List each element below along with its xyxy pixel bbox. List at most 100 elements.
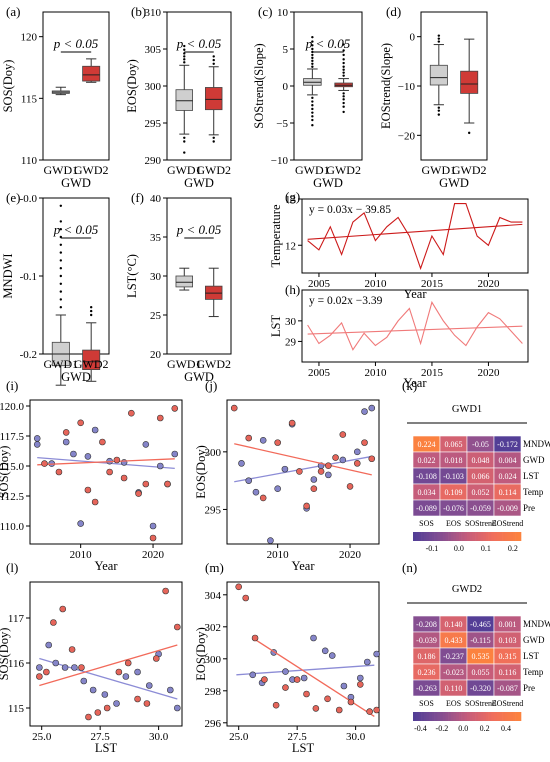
colorbar-segment — [450, 532, 454, 541]
significance-label: p < 0.05 — [305, 36, 351, 51]
panel-label: (i) — [6, 378, 18, 393]
y-axis-label: SOS(Doy) — [0, 446, 11, 499]
outlier-point — [311, 65, 314, 68]
y-axis-label: EOStrend(Slope) — [379, 43, 393, 129]
outlier-point — [311, 44, 314, 47]
heatmap-cell-label: 0.140 — [445, 620, 463, 629]
x-tick-label: GWD2 — [196, 357, 231, 371]
heatmap-cell-label: 0.065 — [445, 440, 463, 449]
panel-label: (n) — [402, 560, 417, 575]
x-tick-label: 27.5 — [91, 731, 111, 743]
heatmap-cell-label: -0.320 — [470, 684, 491, 693]
heatmap-cell-label: -0.115 — [470, 636, 490, 645]
heatmap-cell-label: 0.018 — [445, 456, 463, 465]
colorbar-segment — [445, 712, 449, 721]
scatter-point-blue — [325, 471, 332, 479]
scatter-point-red — [156, 414, 164, 422]
colorbar-segment — [448, 532, 452, 541]
colorbar-segment — [504, 712, 508, 721]
trend-line-red — [234, 443, 372, 476]
x-axis-label: GWD — [61, 176, 91, 190]
scatter-point-red — [78, 664, 85, 671]
heatmap-column-label: SOS — [419, 699, 434, 708]
significance-label: p < 0.05 — [53, 36, 99, 51]
scatter-point-blue — [156, 462, 164, 470]
x-tick-label: 2005 — [308, 367, 331, 379]
outlier-point — [89, 309, 93, 313]
heatmap-column-label: SOStrend — [465, 699, 496, 708]
colorbar-segment — [477, 532, 481, 541]
box-gwd2 — [82, 65, 101, 82]
outlier-point — [311, 115, 314, 118]
y-tick-label: 0 — [283, 81, 289, 93]
y-tick-label: 300 — [205, 447, 222, 459]
outlier-point — [437, 113, 441, 116]
outlier-point — [342, 49, 345, 52]
scatter-point-blue — [373, 650, 380, 658]
plot-frame — [301, 198, 529, 274]
scatter-point-red — [235, 583, 242, 591]
scatter-point-red — [303, 690, 310, 698]
scatter-point-blue — [33, 441, 41, 448]
scatter-point-red — [128, 409, 135, 417]
scatter-point-red — [353, 460, 361, 467]
trend-line — [307, 223, 523, 240]
y-tick-label: 120.0 — [0, 401, 25, 413]
scatter-point-red — [134, 695, 141, 703]
scatter-point-blue — [45, 641, 53, 649]
scatter-point-red — [335, 706, 343, 714]
x-axis-label: GWD — [184, 370, 214, 384]
scatter-point-blue — [134, 668, 141, 676]
heatmap-row-label: GWD — [523, 635, 545, 645]
heatmap-cell-label: -0.009 — [497, 504, 518, 513]
colorbar-segment — [458, 532, 462, 541]
heatmap-row-label: LST — [523, 471, 540, 481]
outlier-point — [342, 61, 345, 65]
y-axis-label: MNDWI — [1, 253, 15, 298]
heatmap-cell-label: 0.433 — [445, 636, 463, 645]
colorbar-segment — [472, 712, 476, 721]
heatmap-cell-label: 0.052 — [472, 488, 490, 497]
box-gwd2 — [204, 87, 223, 111]
heatmap-cell-label: 0.116 — [499, 668, 517, 677]
outlier-point — [342, 92, 345, 95]
colorbar-tick-label: -0.2 — [436, 724, 449, 733]
x-axis-label: GWD — [61, 370, 91, 384]
trend-line-blue — [37, 456, 175, 470]
outlier-point — [59, 243, 63, 246]
colorbar-segment — [485, 712, 489, 721]
outlier-point — [183, 52, 186, 55]
heatmap-cell-label: 0.236 — [418, 668, 436, 677]
heatmap-cell-label: 0.110 — [445, 684, 463, 693]
scatter-point-blue — [61, 664, 69, 671]
outlier-point — [183, 140, 186, 143]
heatmap-cell-label: 0.535 — [472, 652, 490, 661]
scatter-point-red — [293, 676, 301, 683]
colorbar-segment — [499, 532, 503, 541]
colorbar-segment — [485, 532, 489, 541]
plot-frame — [29, 399, 183, 545]
scatter-point-red — [288, 419, 296, 427]
colorbar-segment — [450, 712, 454, 721]
colorbar-segment — [477, 712, 481, 721]
colorbar-segment — [458, 712, 462, 721]
scatter-point-red — [230, 404, 238, 412]
x-axis-label: LST — [95, 741, 118, 755]
outlier-point — [311, 124, 314, 127]
x-tick-label: 2010 — [267, 549, 290, 561]
heatmap-cell-label: 0.103 — [499, 636, 517, 645]
scatter-point-blue — [353, 448, 361, 456]
outlier-point — [183, 55, 186, 58]
scatter-point-red — [347, 698, 355, 706]
heatmap-cell-label: -0.103 — [443, 472, 464, 481]
y-tick-label: -0.1 — [20, 271, 37, 283]
y-tick-label: 40 — [150, 193, 162, 205]
colorbar-tick-label: -0.1 — [426, 544, 439, 553]
scatter-point-red — [325, 462, 332, 469]
scatter-point-blue — [84, 453, 92, 460]
panel-i: 110.0 112.5 115.0 117.5 120.0 2010 2020 Year SOS… — [0, 378, 183, 573]
panel-label: (f) — [131, 190, 144, 205]
